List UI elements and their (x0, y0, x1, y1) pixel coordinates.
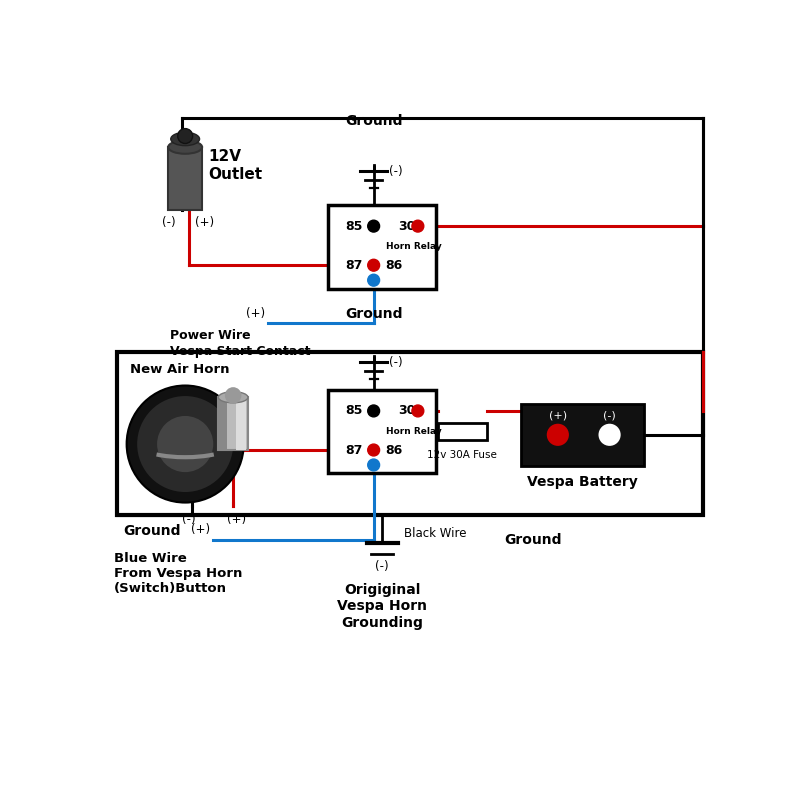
Text: 87: 87 (346, 443, 363, 457)
Text: Ground: Ground (345, 306, 402, 321)
Circle shape (368, 274, 379, 286)
Text: Blue Wire
From Vespa Horn
(Switch)Button: Blue Wire From Vespa Horn (Switch)Button (114, 552, 242, 595)
Text: Horn Relay: Horn Relay (386, 427, 442, 436)
Bar (328, 206, 436, 289)
Circle shape (225, 387, 242, 404)
Circle shape (412, 220, 424, 232)
Text: New Air Horn: New Air Horn (130, 362, 230, 376)
Bar (438, 423, 487, 440)
Text: 85: 85 (346, 405, 363, 418)
Text: 86: 86 (386, 258, 402, 272)
Text: Ground: Ground (123, 524, 181, 538)
Text: Black Wire: Black Wire (404, 527, 466, 540)
Circle shape (368, 444, 379, 456)
Text: (+): (+) (190, 523, 210, 537)
Text: Ground: Ground (505, 534, 562, 547)
Circle shape (412, 405, 424, 417)
Circle shape (368, 259, 379, 271)
Bar (218, 398, 248, 450)
Text: Origiginal
Vespa Horn
Grounding: Origiginal Vespa Horn Grounding (338, 583, 427, 630)
Bar (236, 398, 246, 450)
Text: (-): (-) (182, 513, 196, 526)
Circle shape (126, 386, 244, 502)
Text: 30: 30 (398, 220, 416, 233)
Circle shape (368, 459, 379, 471)
Bar (118, 352, 702, 515)
Text: Power Wire: Power Wire (170, 330, 250, 342)
Ellipse shape (170, 132, 199, 146)
Text: 86: 86 (386, 443, 402, 457)
Text: (+): (+) (226, 513, 246, 526)
Text: 12V
Outlet: 12V Outlet (208, 150, 262, 182)
Ellipse shape (218, 392, 248, 403)
Text: Ground: Ground (345, 114, 402, 128)
Ellipse shape (168, 141, 202, 154)
Text: (-): (-) (389, 165, 402, 178)
Text: (-): (-) (389, 356, 402, 369)
Text: Vespa Start Contact: Vespa Start Contact (170, 345, 310, 358)
Text: Vespa Battery: Vespa Battery (527, 475, 638, 489)
Circle shape (178, 129, 193, 143)
Bar (521, 404, 644, 466)
Text: 87: 87 (346, 258, 363, 272)
Text: 30: 30 (398, 405, 416, 418)
Text: (-): (-) (162, 216, 176, 229)
Text: (-): (-) (603, 410, 616, 420)
Text: (+): (+) (246, 307, 266, 320)
Circle shape (368, 405, 379, 417)
Circle shape (157, 416, 214, 472)
Circle shape (368, 220, 379, 232)
Circle shape (546, 424, 569, 446)
Text: 85: 85 (346, 220, 363, 233)
Circle shape (598, 424, 621, 446)
Bar (218, 398, 227, 450)
Bar (328, 390, 436, 474)
Text: Horn Relay: Horn Relay (386, 242, 442, 251)
Text: 12v 30A Fuse: 12v 30A Fuse (427, 450, 498, 459)
Text: (-): (-) (375, 560, 389, 573)
Circle shape (137, 396, 233, 492)
Text: (+): (+) (194, 216, 214, 229)
Bar (168, 147, 202, 210)
Text: (+): (+) (549, 410, 567, 420)
